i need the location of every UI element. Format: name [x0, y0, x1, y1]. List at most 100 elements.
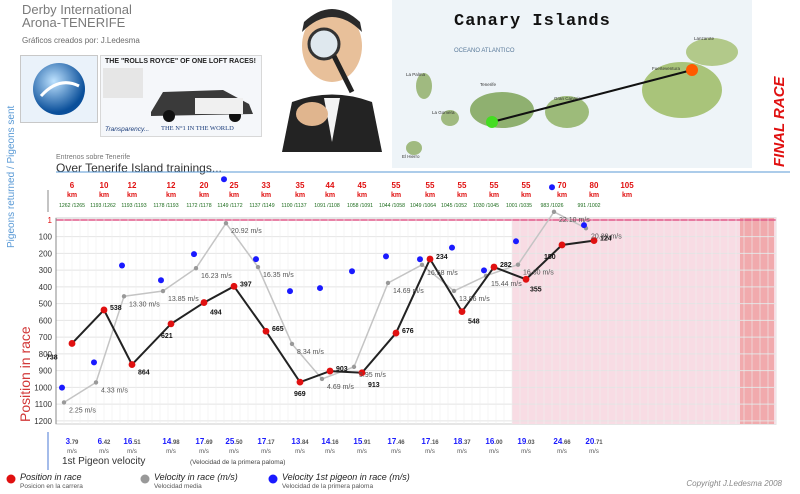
velocity-label: 14.69 m/s: [393, 288, 424, 295]
first-velocity-point: [383, 253, 389, 260]
position-label: 621: [161, 333, 173, 340]
km-value: 80: [590, 181, 599, 190]
first-velocity-value: 17.46: [387, 437, 405, 446]
trainings-small-label: Entrenos sobre Tenerife: [56, 154, 131, 161]
velocity-point: [223, 220, 229, 226]
y-tick-label: 100: [39, 233, 53, 242]
velocity-label: 13.86 m/s: [459, 296, 490, 303]
first-velocity-unit: m/s: [99, 449, 109, 455]
velocity-label: 16.23 m/s: [201, 273, 232, 280]
position-label: 676: [402, 328, 414, 335]
velocity-label: 16.35 m/s: [263, 272, 294, 279]
first-velocity-unit: m/s: [199, 449, 209, 455]
y-tick-label: 900: [39, 367, 53, 376]
ad-transparency: Transparency...: [105, 126, 150, 133]
map-ocean-label: OCEANO ATLANTICO: [454, 48, 515, 54]
position-point: [490, 263, 498, 271]
km-value: 12: [167, 181, 176, 190]
person-with-magnifier-icon: [282, 9, 382, 152]
first-velocity-decimal: .42: [102, 440, 111, 446]
position-point: [522, 275, 530, 283]
first-velocity-decimal: .51: [132, 440, 141, 446]
first-velocity-point: [349, 268, 355, 275]
velocity-label: 8.34 m/s: [297, 349, 324, 356]
first-velocity-value: 14.98: [162, 437, 180, 446]
legend-position-label: Position in race: [20, 472, 82, 482]
first-velocity-value: 17.17: [257, 437, 275, 446]
position-point: [358, 369, 366, 377]
position-point: [426, 255, 434, 263]
km-value: 10: [100, 181, 109, 190]
club-logo: [20, 55, 98, 123]
returned-sent: 1030 /1045: [473, 203, 499, 209]
canary-map: OCEANO ATLANTICO Lanzarote Fuerteventura…: [392, 0, 752, 168]
first-velocity-point: [581, 222, 587, 229]
y-tick-label: 1100: [35, 400, 53, 409]
first-velocity-point: [191, 251, 197, 258]
position-point: [167, 320, 175, 328]
returned-sent: 1137 /1149: [249, 203, 274, 209]
position-label: 494: [210, 310, 222, 317]
blue-dot-icon: [268, 474, 278, 484]
y-tick-label: 1000: [34, 383, 52, 392]
returned-sent: 1193 /1262: [90, 203, 116, 209]
km-unit: km: [489, 192, 499, 199]
magnifier-man-image: [272, 2, 392, 152]
map-island-gomera: La Gomera: [432, 110, 455, 115]
velocity-label: 20.39 m/s: [591, 233, 622, 240]
header-credit: Gráficos creados por: J.Ledesma: [22, 36, 140, 45]
first-velocity-decimal: .79: [70, 440, 79, 446]
first-velocity-point: [59, 384, 65, 391]
first-velocity-unit: m/s: [261, 449, 271, 455]
first-velocity-point: [549, 184, 555, 191]
velocity-point: [385, 280, 391, 286]
first-velocity-unit: m/s: [557, 449, 567, 455]
first-velocity-decimal: .50: [234, 440, 243, 446]
first-velocity-unit: m/s: [357, 449, 367, 455]
map-island-gran-canaria: Gran Canaria: [554, 96, 582, 101]
km-value: 33: [262, 181, 271, 190]
km-value: 55: [522, 181, 531, 190]
first-velocity-decimal: .16: [330, 440, 339, 446]
map-island-palma: La Palma: [406, 72, 426, 77]
km-value: 55: [490, 181, 499, 190]
pigeons-axis-title: Pigeons returned / Pigeons sent: [6, 105, 17, 248]
first-velocity-unit: m/s: [166, 449, 176, 455]
first-velocity-point: [158, 277, 164, 284]
first-velocity-unit: m/s: [295, 449, 305, 455]
km-unit: km: [457, 192, 467, 199]
first-velocity-value: 24.66: [553, 437, 571, 446]
velocity-label: 2.25 m/s: [69, 407, 96, 414]
km-unit: km: [67, 192, 77, 199]
km-unit: km: [425, 192, 435, 199]
y-tick-label: 1: [48, 216, 53, 225]
first-velocity-value: 18.37: [453, 437, 471, 446]
y-tick-label: 1200: [34, 417, 52, 426]
first-velocity-subtitle: (Velocidad de la primera paloma): [190, 459, 286, 466]
legend-first-label: Velocity 1st pigeon in race (m/s): [282, 472, 410, 482]
first-velocity-unit: m/s: [521, 449, 531, 455]
velocity-label: 4.69 m/s: [327, 384, 354, 391]
velocity-point: [61, 400, 67, 405]
legend-velocity-label: Velocity in race (m/s): [154, 472, 238, 482]
velocity-point: [289, 341, 295, 347]
y-tick-label: 300: [39, 266, 53, 275]
returned-sent: 1045 /1052: [441, 203, 467, 209]
velocity-point: [93, 380, 99, 385]
first-velocity-value: 14.16: [321, 437, 339, 446]
first-velocity-decimal: .69: [204, 440, 213, 446]
position-label: 548: [468, 319, 480, 326]
first-velocity-decimal: .91: [362, 440, 371, 446]
position-point: [230, 282, 238, 290]
position-label: 234: [436, 254, 448, 261]
map-island-hierro: El Hierro: [402, 154, 420, 159]
first-velocity-point: [221, 176, 227, 183]
position-label: 903: [336, 366, 348, 373]
velocity-label: 13.85 m/s: [168, 296, 199, 303]
first-velocity-point: [253, 256, 259, 263]
first-velocity-point: [513, 238, 519, 245]
y-tick-label: 700: [39, 333, 53, 342]
first-velocity-value: 16.00: [485, 437, 503, 446]
returned-sent: 983 /1026: [540, 203, 563, 209]
first-velocity-value: 15.91: [353, 437, 371, 446]
